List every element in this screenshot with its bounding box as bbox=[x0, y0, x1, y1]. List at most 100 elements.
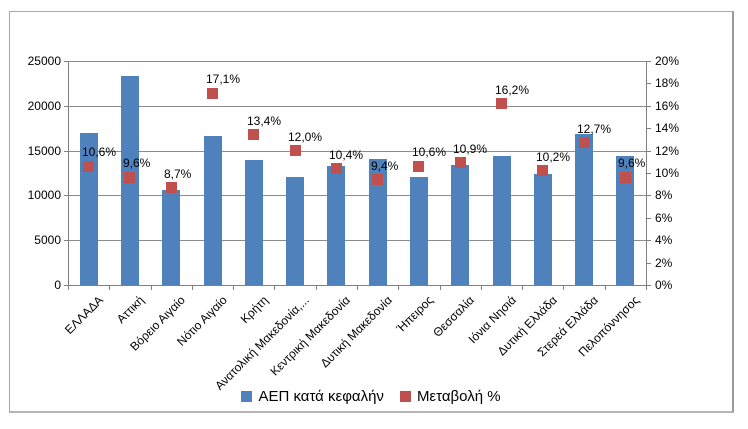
y-axis-tick bbox=[64, 150, 68, 152]
y2-axis-tick bbox=[647, 285, 651, 286]
marker bbox=[207, 87, 218, 99]
y-axis-tick-label: 15000 bbox=[27, 143, 61, 158]
y2-axis-tick bbox=[647, 105, 651, 107]
data-label: 10,6% bbox=[82, 145, 117, 159]
y2-axis-tick-label: 14% bbox=[655, 121, 680, 136]
y-axis-tick bbox=[64, 61, 68, 62]
legend-swatch-bar-series bbox=[241, 391, 253, 402]
marker bbox=[83, 160, 95, 172]
y-axis-tick bbox=[64, 195, 68, 197]
marker bbox=[372, 174, 384, 186]
gridline bbox=[68, 61, 646, 62]
marker bbox=[248, 129, 260, 141]
y2-axis-tick-label: 16% bbox=[655, 98, 680, 113]
x-axis-tick bbox=[68, 286, 69, 290]
x-axis-tick bbox=[522, 286, 523, 290]
y2-axis-tick-label: 4% bbox=[655, 233, 673, 248]
data-label: 12,7% bbox=[577, 122, 612, 136]
gridline bbox=[68, 240, 646, 242]
bar bbox=[451, 164, 469, 285]
gridline bbox=[68, 105, 646, 107]
gridline bbox=[68, 150, 646, 152]
y-axis-tick-label: 20000 bbox=[27, 98, 61, 113]
marker bbox=[165, 182, 177, 194]
y-axis-tick bbox=[64, 285, 68, 286]
bar bbox=[575, 134, 593, 285]
y2-axis-tick bbox=[647, 195, 651, 197]
data-label: 9,6% bbox=[123, 156, 151, 170]
bar bbox=[493, 155, 511, 285]
legend: ΑΕΠ κατά κεφαλήν Μεταβολή % bbox=[10, 388, 732, 405]
data-label: 10,9% bbox=[453, 142, 488, 156]
data-label: 17,1% bbox=[206, 72, 241, 86]
marker bbox=[124, 171, 136, 183]
x-axis-tick bbox=[646, 286, 647, 290]
y2-axis-tick bbox=[647, 262, 651, 264]
y-axis-tick-label: 5000 bbox=[34, 233, 61, 248]
x-axis-tick bbox=[233, 286, 234, 290]
x-axis-tick bbox=[357, 286, 358, 290]
marker bbox=[289, 145, 301, 157]
y-axis-tick bbox=[64, 240, 68, 242]
legend-label-change: Μεταβολή % bbox=[416, 388, 501, 405]
data-label: 10,4% bbox=[329, 148, 364, 162]
right-axis-line bbox=[646, 61, 647, 285]
marker bbox=[619, 171, 631, 183]
bar bbox=[369, 158, 387, 285]
data-label: 8,7% bbox=[164, 167, 192, 181]
data-label: 10,2% bbox=[536, 150, 571, 164]
data-label: 16,2% bbox=[495, 83, 530, 97]
y-axis-tick-label: 10000 bbox=[27, 188, 61, 203]
x-axis-tick bbox=[440, 286, 441, 290]
x-axis-tick bbox=[151, 286, 152, 290]
x-axis-tick bbox=[563, 286, 564, 290]
y-axis-tick-label: 0 bbox=[54, 278, 61, 292]
bar bbox=[286, 177, 304, 285]
y2-axis-tick bbox=[647, 83, 651, 85]
y2-axis-tick-label: 12% bbox=[655, 143, 680, 158]
gridline bbox=[68, 195, 646, 197]
y-axis-tick-label: 25000 bbox=[27, 54, 61, 68]
y2-axis-tick-label: 6% bbox=[655, 210, 673, 225]
marker bbox=[578, 137, 590, 149]
data-label: 10,6% bbox=[412, 145, 447, 159]
y2-axis-tick-label: 0% bbox=[655, 278, 673, 292]
bar bbox=[534, 173, 552, 285]
y2-axis-tick bbox=[647, 217, 651, 219]
x-axis-tick bbox=[274, 286, 275, 290]
bar bbox=[162, 190, 180, 285]
x-axis-tick bbox=[481, 286, 482, 290]
legend-item-change: Μεταβολή % bbox=[399, 388, 501, 405]
left-axis-line bbox=[68, 61, 69, 285]
y2-axis-tick bbox=[647, 61, 651, 62]
marker bbox=[330, 163, 342, 175]
legend-label-gdp: ΑΕΠ κατά κεφαλήν bbox=[258, 388, 384, 405]
y2-axis-tick-label: 18% bbox=[655, 76, 680, 91]
legend-swatch-marker-series bbox=[399, 391, 411, 402]
x-axis-tick bbox=[192, 286, 193, 290]
data-label: 9,4% bbox=[371, 159, 399, 173]
data-label: 13,4% bbox=[247, 114, 282, 128]
bar bbox=[327, 165, 345, 285]
data-label: 12,0% bbox=[288, 130, 323, 144]
marker bbox=[496, 98, 507, 110]
y2-axis-tick-label: 20% bbox=[655, 54, 680, 68]
bar bbox=[410, 177, 428, 285]
x-axis-tick bbox=[398, 286, 399, 290]
x-axis-tick bbox=[109, 286, 110, 290]
y2-axis-tick-label: 2% bbox=[655, 255, 673, 270]
legend-item-gdp: ΑΕΠ κατά κεφαλήν bbox=[241, 388, 384, 405]
y2-axis-tick bbox=[647, 173, 651, 174]
x-axis-tick bbox=[316, 286, 317, 290]
y2-axis-tick bbox=[647, 240, 651, 242]
y2-axis-tick-label: 8% bbox=[655, 188, 673, 203]
x-axis-tick bbox=[605, 286, 606, 290]
bar bbox=[204, 136, 222, 285]
y2-axis-tick bbox=[647, 128, 651, 130]
y-axis-tick bbox=[64, 105, 68, 107]
x-axis-line bbox=[68, 285, 647, 286]
marker bbox=[413, 160, 425, 172]
bar bbox=[616, 155, 634, 285]
y2-axis-tick bbox=[647, 150, 651, 152]
